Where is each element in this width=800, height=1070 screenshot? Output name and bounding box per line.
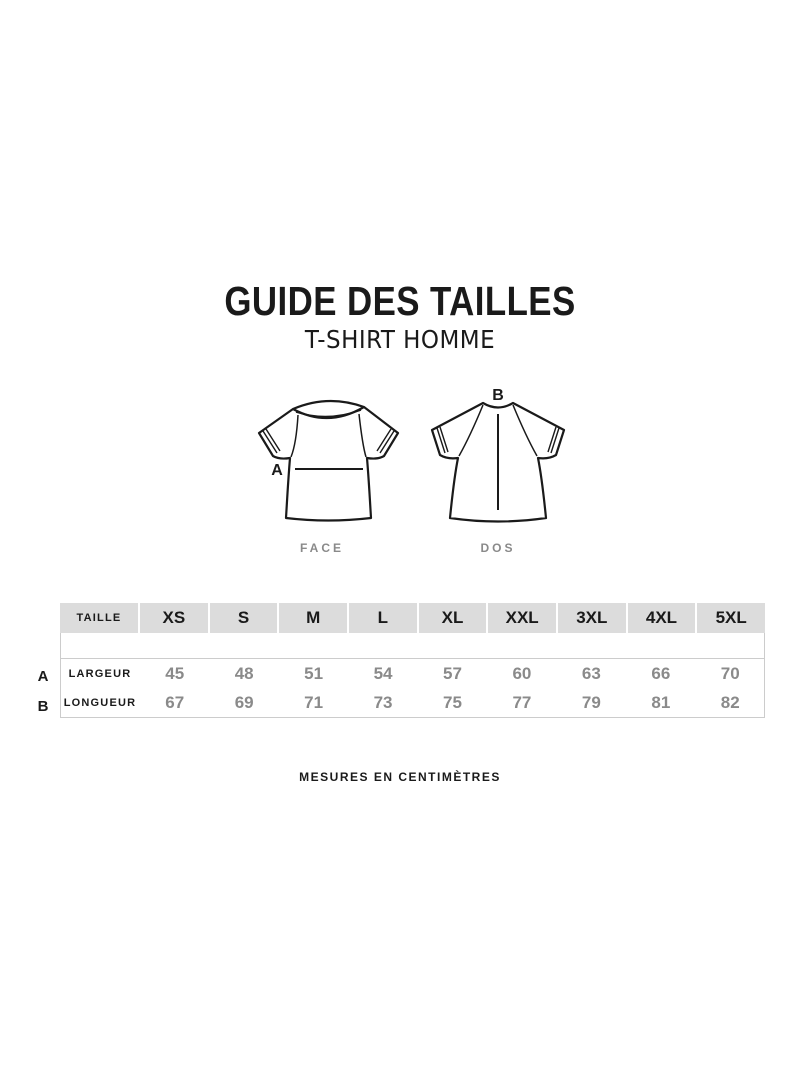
longueur-value-cell: 73: [373, 692, 393, 712]
shoulder-seam-right: [512, 404, 538, 457]
armhole-seam-right: [358, 413, 367, 458]
front-caption: FACE: [299, 541, 344, 555]
largeur-value-cell: 48: [234, 663, 254, 683]
largeur-value-cell: 51: [304, 663, 324, 683]
largeur-value-cell: 63: [581, 663, 601, 683]
largeur-value-cell: 54: [373, 663, 393, 683]
header-cell-size: S: [209, 603, 278, 633]
largeur-value-cell: 66: [651, 663, 671, 683]
tshirt-front-drawing: A: [257, 399, 400, 522]
tshirt-back-diagram: B: [423, 378, 573, 538]
largeur-value-cell: 45: [165, 663, 185, 683]
cuff-lines-left: [262, 428, 281, 454]
header-cell-size: XS: [140, 603, 208, 633]
header-cell-size: 5XL: [697, 603, 765, 633]
longueur-value-cell: 71: [304, 692, 324, 712]
tshirt-back-drawing: B: [430, 387, 566, 523]
back-caption: DOS: [480, 541, 516, 555]
largeur-value-cell: 60: [512, 663, 532, 683]
length-marker-letter: B: [492, 387, 504, 404]
page-subtitle: T-SHIRT HOMME: [304, 325, 496, 354]
longueur-value-cell: 82: [720, 692, 740, 712]
measurement-unit-note: MESURES EN CENTIMÈTRES: [299, 770, 501, 784]
size-table-body: LARGEUR 45 48 51 54 57 60 63 66 70 LONGU…: [60, 633, 765, 718]
tshirt-front-diagram: A: [242, 392, 402, 538]
tshirt-front-outline: [257, 399, 400, 522]
header-cell-size: L: [348, 603, 417, 633]
armhole-seam-left: [290, 414, 299, 458]
longueur-value-cell: 75: [443, 692, 462, 712]
cuff-lines-left: [436, 426, 449, 454]
table-spacer-row: [61, 633, 764, 659]
header-cell-size: XL: [418, 603, 487, 633]
header-cell-size: XXL: [488, 603, 556, 633]
longueur-value-cell: 79: [581, 692, 601, 712]
row-label-longueur: LONGUEUR: [63, 696, 137, 709]
collar-band-inner: [295, 409, 362, 418]
table-row-longueur: LONGUEUR 67 69 71 73 75 77 79 81 82: [61, 688, 764, 717]
header-cell-size: 3XL: [557, 603, 626, 633]
longueur-value-cell: 81: [651, 692, 671, 712]
shoulder-seam-left: [458, 404, 484, 457]
page-title: GUIDE DES TAILLES: [224, 278, 576, 324]
longueur-value-cell: 67: [165, 692, 185, 712]
width-marker-letter: A: [271, 462, 283, 479]
row-marker-a: A: [37, 668, 49, 685]
cuff-lines-right: [376, 428, 395, 454]
cuff-lines-right: [547, 426, 560, 454]
header-cell-size: M: [279, 603, 347, 633]
longueur-value-cell: 77: [512, 692, 532, 712]
header-cell-size: 4XL: [627, 603, 696, 633]
size-table-header: TAILLE XS S M L XL XXL 3XL 4XL 5XL: [60, 603, 765, 633]
largeur-value-cell: 57: [443, 663, 462, 683]
row-label-largeur: LARGEUR: [68, 667, 132, 680]
header-cell-taille: TAILLE: [60, 603, 138, 633]
row-marker-b: B: [37, 698, 49, 715]
longueur-value-cell: 69: [234, 692, 254, 712]
largeur-value-cell: 70: [720, 663, 740, 683]
table-row-largeur: LARGEUR 45 48 51 54 57 60 63 66 70: [61, 659, 764, 688]
